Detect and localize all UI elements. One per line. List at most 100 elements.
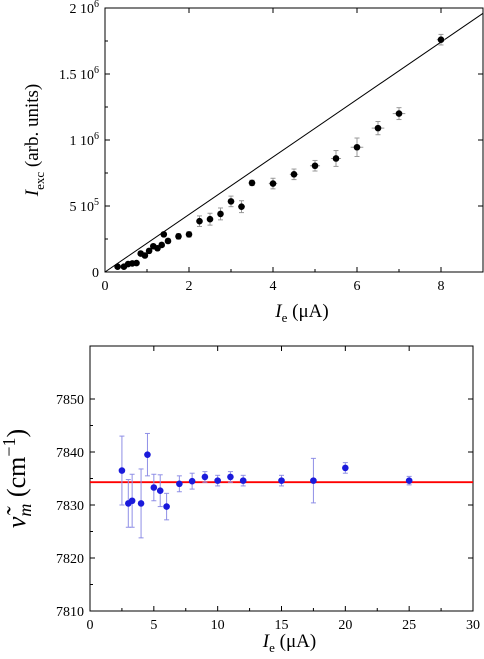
x-tick-label: 4 xyxy=(270,279,277,294)
x-label-sub: e xyxy=(282,310,288,325)
y-tick-mantissa: 1 10 xyxy=(70,134,95,149)
x-tick-label: 0 xyxy=(87,618,94,633)
data-marker xyxy=(114,263,121,271)
data-point xyxy=(392,107,406,121)
data-marker xyxy=(239,477,247,484)
data-marker xyxy=(175,233,182,240)
data-point xyxy=(350,137,364,157)
x-tick-label: 25 xyxy=(402,618,416,633)
x-axis-label: Ie (μA) xyxy=(274,301,328,325)
y-tick-label: 0 xyxy=(92,266,99,281)
data-point xyxy=(278,474,285,487)
x-tick-label: 2 xyxy=(186,279,193,294)
data-marker xyxy=(214,477,221,484)
x-tick-label: 8 xyxy=(438,279,445,294)
x-tick-label: 15 xyxy=(275,618,289,633)
data-marker xyxy=(217,210,224,218)
data-point xyxy=(156,474,164,508)
data-marker xyxy=(188,477,196,485)
data-marker xyxy=(405,477,413,484)
y-tick-label: 7830 xyxy=(56,499,84,514)
data-marker xyxy=(118,467,126,474)
x-label-main: I xyxy=(274,301,283,322)
data-point xyxy=(342,462,349,474)
data-point xyxy=(133,259,140,267)
data-point xyxy=(144,432,151,477)
data-point xyxy=(175,233,182,240)
data-point xyxy=(188,472,196,490)
data-point xyxy=(176,475,183,493)
data-point xyxy=(137,468,145,539)
data-point xyxy=(330,150,342,167)
data-marker xyxy=(269,180,277,187)
data-marker xyxy=(158,241,165,249)
x-tick-label: 20 xyxy=(338,618,352,633)
x-label-main: I xyxy=(262,631,271,652)
data-marker xyxy=(248,179,256,187)
data-point xyxy=(141,252,149,259)
data-marker xyxy=(128,497,136,505)
y-tick-label: 7850 xyxy=(56,393,84,408)
y-label-sub: exc xyxy=(32,172,47,190)
y-tick-exponent: 6 xyxy=(94,0,99,10)
y-axis-label: ν̃m (cm−1) xyxy=(0,429,35,528)
data-marker xyxy=(227,198,235,205)
y-tick-label: 7840 xyxy=(56,446,84,461)
data-marker xyxy=(141,252,149,259)
data-point xyxy=(158,241,165,249)
data-point xyxy=(238,200,245,214)
data-marker xyxy=(278,477,285,484)
data-point xyxy=(227,195,235,208)
x-label-unit: (μA) xyxy=(287,301,328,322)
y-label-unit: (arb. units) xyxy=(22,84,43,172)
x-label-sub: e xyxy=(269,640,275,655)
data-point xyxy=(289,168,299,181)
data-point xyxy=(436,33,446,46)
data-marker xyxy=(353,143,361,151)
y-tick-mantissa: 0 xyxy=(92,266,99,281)
y-label-sup: −1 xyxy=(0,438,19,457)
data-point xyxy=(128,473,136,528)
data-point xyxy=(248,179,256,187)
x-tick-label: 6 xyxy=(354,279,361,294)
data-point xyxy=(118,435,126,506)
data-point xyxy=(114,263,121,271)
y-tick-mantissa: 5 10 xyxy=(70,200,95,215)
data-marker xyxy=(133,259,140,267)
data-marker xyxy=(206,215,214,223)
x-tick-label: 5 xyxy=(150,618,157,633)
data-marker xyxy=(164,237,172,245)
data-point xyxy=(268,177,278,190)
data-marker xyxy=(185,231,193,238)
data-point xyxy=(160,231,168,238)
data-marker xyxy=(437,36,445,43)
y-tick-label: 7810 xyxy=(56,605,84,620)
data-point xyxy=(150,473,158,502)
data-marker xyxy=(144,451,151,458)
y-tick-exponent: 6 xyxy=(94,131,99,142)
data-point xyxy=(217,207,224,221)
x-tick-label: 10 xyxy=(211,618,225,633)
y-tick-mantissa: 1.5 10 xyxy=(59,68,94,83)
data-marker xyxy=(160,231,168,238)
data-point xyxy=(309,159,321,172)
data-marker xyxy=(227,473,234,481)
y-tick-label: 1 106 xyxy=(70,131,100,149)
data-marker xyxy=(201,473,209,481)
y-tick-label: 7820 xyxy=(56,552,84,567)
y-label-close: ) xyxy=(2,429,31,438)
data-marker xyxy=(163,503,170,510)
data-point xyxy=(310,457,317,504)
data-point xyxy=(214,474,221,487)
data-point xyxy=(405,475,413,486)
data-marker xyxy=(196,217,203,225)
data-marker xyxy=(332,155,340,162)
data-marker xyxy=(137,500,145,507)
data-point xyxy=(206,212,214,226)
y-tick-label: 5 105 xyxy=(70,197,100,215)
y-tick-label: 2 106 xyxy=(70,0,100,17)
data-point xyxy=(227,471,234,483)
data-marker xyxy=(342,464,349,472)
